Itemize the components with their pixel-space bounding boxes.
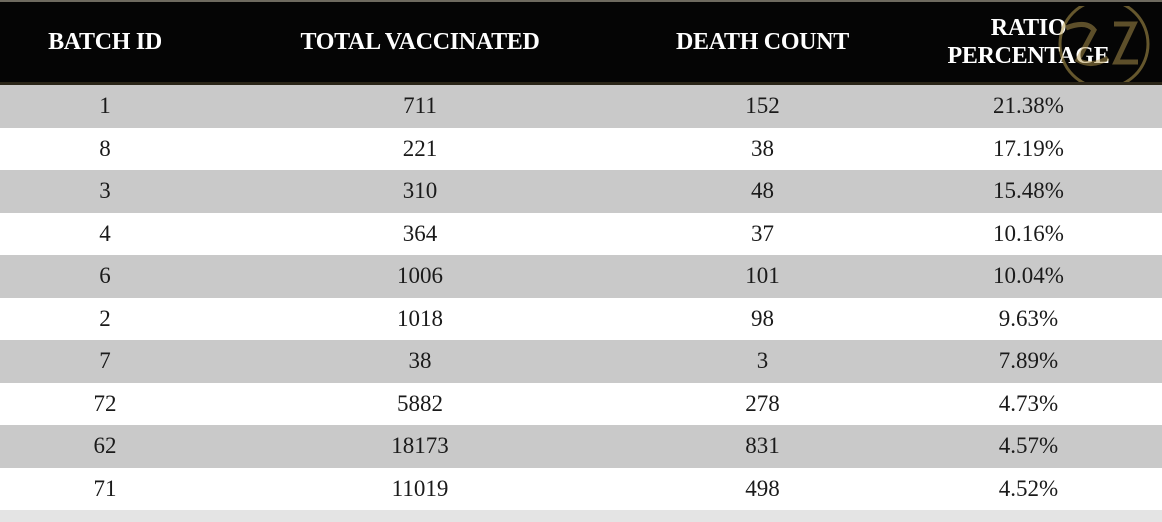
- top-rule: [0, 0, 1162, 2]
- table-row: 3 310 48 15.48%: [0, 170, 1162, 213]
- header-batch-id: BATCH ID: [48, 29, 162, 55]
- cell-death-count: 498: [745, 475, 780, 501]
- cell-total-vaccinated: 1006: [397, 263, 443, 289]
- cell-death-count: 101: [745, 263, 780, 289]
- cell-batch-id: 71: [93, 475, 117, 501]
- header-ratio-percentage: RATIO PERCENTAGE: [895, 2, 1162, 82]
- cell-total-vaccinated: 11019: [391, 475, 449, 501]
- table-row: 8 221 38 17.19%: [0, 127, 1162, 170]
- cell-total-vaccinated: 5882: [397, 390, 443, 416]
- cell-ratio-percentage: 21.38%: [993, 93, 1064, 119]
- table-row: 62 18173 831 4.57%: [0, 425, 1162, 468]
- table-body: 1 711 152 21.38% 8 221 38 17.19% 3 310 48 15.48% 4 36…: [0, 85, 1162, 510]
- cell-ratio-percentage: 10.16%: [993, 220, 1064, 246]
- cell-death-count: 38: [751, 135, 774, 161]
- cell-death-count: 37: [751, 220, 774, 246]
- cell-ratio-percentage: 17.19%: [993, 135, 1064, 161]
- cell-batch-id: 6: [99, 263, 111, 289]
- cell-batch-id: 1: [99, 93, 111, 119]
- table-header: BATCH ID TOTAL VACCINATED DEATH COUNT RA…: [0, 2, 1162, 85]
- cell-total-vaccinated: 310: [402, 178, 438, 204]
- cell-total-vaccinated: 364: [402, 220, 438, 246]
- table-row: 1 711 152 21.38%: [0, 85, 1162, 128]
- header-ratio-line2: PERCENTAGE: [947, 43, 1110, 69]
- cell-death-count: 48: [751, 178, 774, 204]
- cell-batch-id: 4: [99, 220, 111, 246]
- cell-death-count: 98: [751, 305, 774, 331]
- cell-total-vaccinated: 38: [408, 348, 432, 374]
- cell-total-vaccinated: 711: [403, 93, 437, 119]
- table-row: 71 11019 498 4.52%: [0, 467, 1162, 510]
- cell-death-count: 152: [745, 93, 780, 119]
- cell-ratio-percentage: 7.89%: [998, 348, 1059, 374]
- cell-ratio-percentage: 4.57%: [998, 433, 1059, 459]
- cell-batch-id: 72: [93, 390, 117, 416]
- cell-total-vaccinated: 1018: [397, 305, 443, 331]
- cell-total-vaccinated: 221: [402, 135, 438, 161]
- cell-batch-id: 3: [99, 178, 111, 204]
- cell-ratio-percentage: 10.04%: [993, 263, 1064, 289]
- cell-ratio-percentage: 9.63%: [998, 305, 1059, 331]
- cell-death-count: 278: [745, 390, 780, 416]
- cell-batch-id: 7: [99, 348, 111, 374]
- table-row: 6 1006 101 10.04%: [0, 255, 1162, 298]
- table-row: 4 364 37 10.16%: [0, 212, 1162, 255]
- cell-ratio-percentage: 4.52%: [998, 475, 1059, 501]
- cell-batch-id: 2: [99, 305, 111, 331]
- header-ratio-line1: RATIO: [990, 15, 1067, 41]
- table-row: 7 38 3 7.89%: [0, 340, 1162, 383]
- cell-ratio-percentage: 4.73%: [998, 390, 1059, 416]
- table-footer-band: [0, 510, 1162, 522]
- cell-batch-id: 62: [93, 433, 117, 459]
- cell-ratio-percentage: 15.48%: [993, 178, 1064, 204]
- cell-batch-id: 8: [99, 135, 111, 161]
- table-row: 2 1018 98 9.63%: [0, 297, 1162, 340]
- cell-total-vaccinated: 18173: [391, 433, 449, 459]
- table-row: 72 5882 278 4.73%: [0, 382, 1162, 425]
- cell-death-count: 3: [756, 348, 769, 374]
- header-death-count: DEATH COUNT: [676, 29, 849, 55]
- cell-death-count: 831: [745, 433, 780, 459]
- header-total-vaccinated: TOTAL VACCINATED: [300, 29, 540, 55]
